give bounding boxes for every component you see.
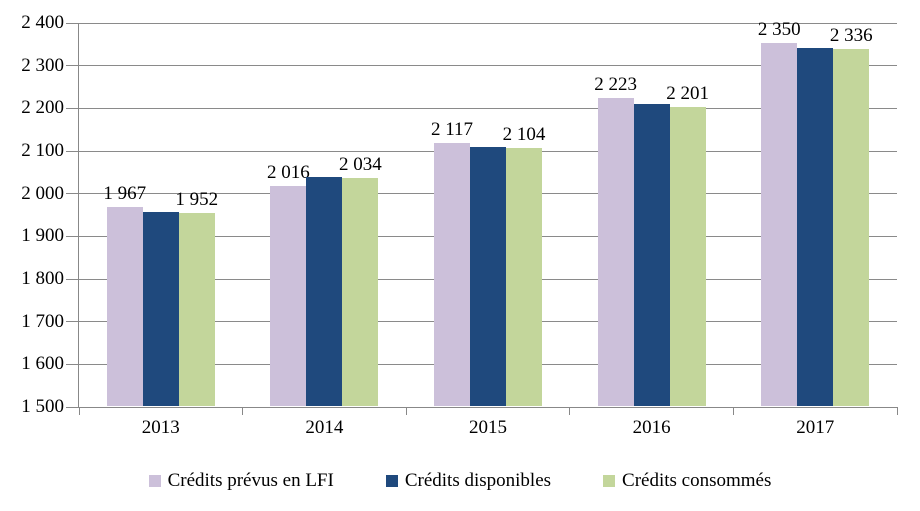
y-axis-line [78, 23, 79, 407]
bar [761, 43, 798, 406]
legend-swatch [603, 475, 616, 487]
bar [106, 206, 143, 406]
bar-label: 1 952 [175, 189, 219, 211]
y-tick-label: 1 600 [21, 353, 64, 375]
y-tick-label: 2 300 [21, 54, 64, 76]
gridline [79, 22, 897, 24]
bar [633, 103, 670, 406]
y-tick-label: 1 500 [21, 396, 64, 417]
x-tick-mark [732, 407, 734, 415]
y-tick-label: 2 400 [21, 12, 64, 33]
x-tick-mark [405, 407, 407, 415]
plot-area: 1 967 1 952 2 016 2 034 2 117 2 104 2 223 2 201… [66, 19, 898, 415]
bar [434, 142, 470, 406]
y-tick-label: 2 000 [21, 182, 64, 204]
y-tick-label: 1 900 [21, 225, 64, 247]
bar [669, 106, 706, 406]
bar-label: 2 336 [829, 25, 873, 47]
y-tick-label: 2 100 [21, 140, 64, 161]
bar-label: 2 034 [339, 154, 382, 176]
legend-item: Crédits consommés [603, 470, 771, 492]
bar-label: 2 201 [666, 82, 709, 104]
legend-swatch [385, 475, 398, 487]
legend-item: Crédits prévus en LFI [148, 470, 334, 492]
bar [342, 178, 379, 406]
gridline [79, 65, 897, 67]
y-tick-mark [66, 363, 79, 365]
bar-label: 1 967 [103, 182, 147, 204]
x-tick-mark [242, 407, 244, 415]
x-tick-mark [569, 407, 571, 415]
y-tick-mark [66, 150, 79, 152]
x-axis-label: 2017 [796, 417, 835, 438]
bar-label: 2 016 [267, 161, 310, 183]
y-tick-mark [66, 65, 79, 67]
gridline [79, 107, 897, 109]
bar [833, 49, 870, 406]
legend-label: Crédits prévus en LFI [167, 470, 334, 491]
bar-label: 2 117 [430, 118, 474, 140]
x-axis-label: 2014 [305, 417, 344, 438]
y-tick-label: 1 700 [21, 310, 64, 332]
x-axis-label: 2016 [632, 417, 671, 438]
y-tick-mark [66, 22, 79, 24]
legend-item: Crédits disponibles [385, 470, 552, 492]
y-tick-mark [66, 278, 79, 280]
x-axis-label: 2013 [141, 417, 180, 438]
bar [797, 47, 834, 406]
bar [270, 185, 307, 406]
bar [306, 177, 343, 406]
legend-label: Crédits consommés [622, 470, 772, 491]
bar [597, 97, 634, 406]
y-tick-label: 1 800 [21, 268, 64, 289]
x-tick-mark [896, 407, 898, 415]
bar-label: 2 104 [502, 124, 546, 146]
bar [470, 146, 506, 406]
x-axis-line [78, 407, 898, 408]
y-tick-mark [66, 321, 79, 323]
x-tick-mark [78, 407, 80, 415]
bar-label: 2 350 [757, 19, 801, 41]
y-tick-mark [66, 107, 79, 109]
y-tick-mark [66, 193, 79, 195]
legend: Crédits prévus en LFI Crédits disponibles… [0, 466, 920, 496]
bar [506, 148, 542, 406]
x-axis-label: 2015 [469, 417, 507, 438]
legend-label: Crédits disponibles [404, 470, 552, 491]
y-tick-label: 2 200 [21, 97, 64, 119]
bar-label: 2 223 [594, 73, 637, 95]
legend-swatch [148, 475, 161, 487]
bar [142, 211, 179, 406]
y-tick-mark [66, 406, 79, 408]
bar [178, 213, 215, 406]
y-tick-mark [66, 235, 79, 237]
